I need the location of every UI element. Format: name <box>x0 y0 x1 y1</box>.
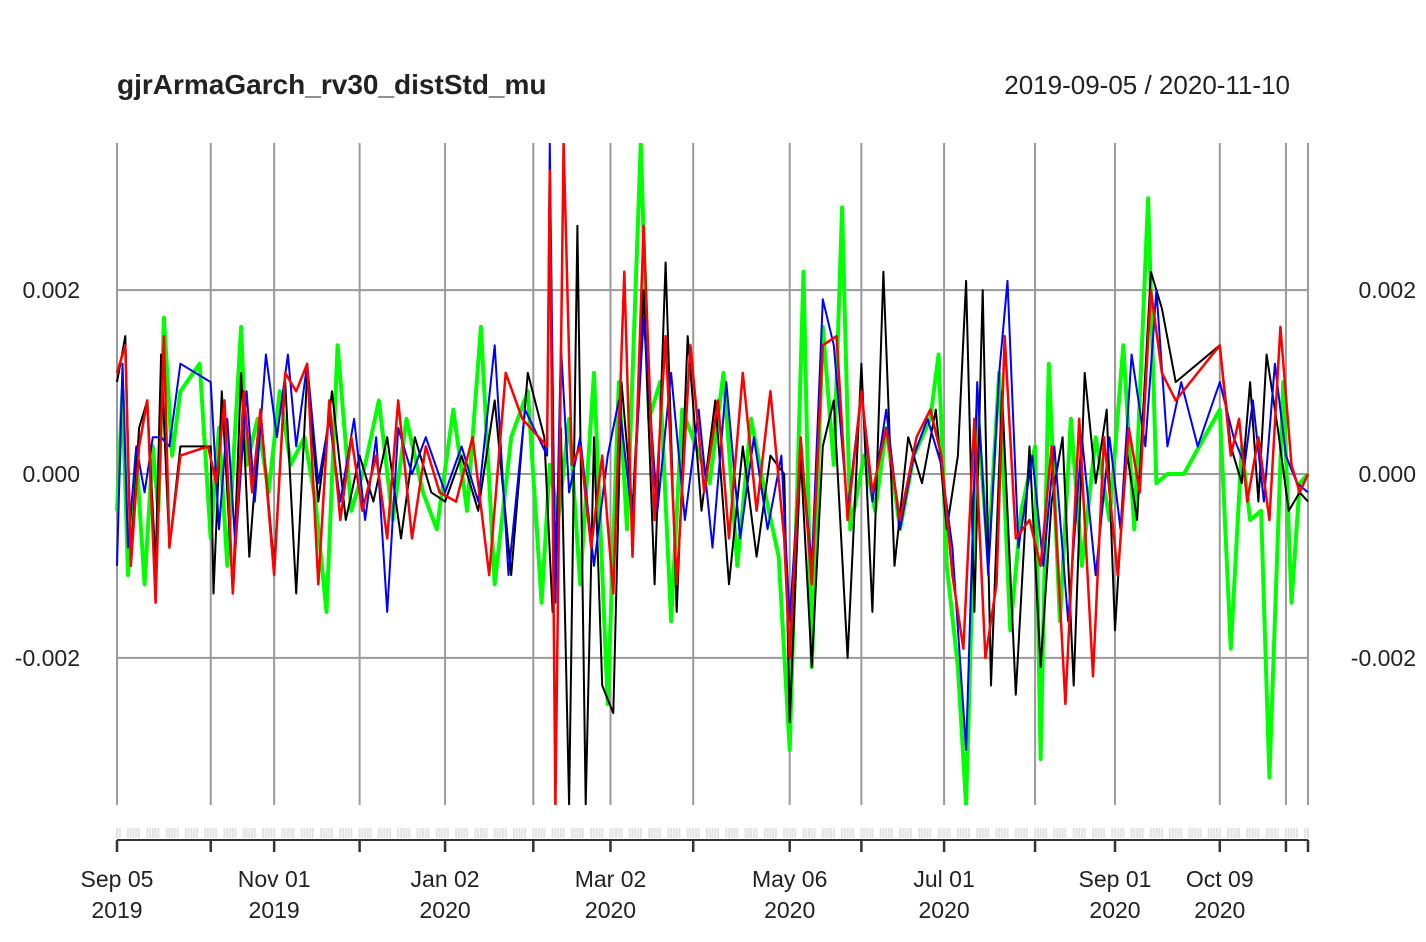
x-tick-label: Oct 09 <box>1186 866 1254 892</box>
x-tick-label-year: 2020 <box>1194 897 1245 923</box>
y-tick-label-left: -0.002 <box>15 645 80 671</box>
y-axis: -0.002 -0.002 0.000 0.000 0.002 0.002 <box>15 277 1416 671</box>
y-tick-label-right: 0.002 <box>1358 277 1416 303</box>
x-tick-label: Nov 01 <box>238 866 311 892</box>
x-tick-label: Sep 01 <box>1079 866 1152 892</box>
x-minor-ticks <box>116 828 1309 838</box>
x-tick-label-year: 2020 <box>1089 897 1140 923</box>
y-tick-label-right: 0.000 <box>1358 461 1416 487</box>
x-tick-label-year: 2020 <box>585 897 636 923</box>
series-line-3 <box>115 143 1310 805</box>
x-tick-label: Mar 02 <box>575 866 647 892</box>
x-tick-label-year: 2020 <box>918 897 969 923</box>
y-tick-label-right: -0.002 <box>1351 645 1416 671</box>
x-tick-label: Sep 05 <box>81 866 154 892</box>
x-axis: Sep 05 2019 Nov 01 2019 Jan 02 2020 Mar 02 2020… <box>81 828 1310 923</box>
chart-title: gjrArmaGarch_rv30_distStd_mu <box>117 69 547 100</box>
chart-date-range: 2019-09-05 / 2020-11-10 <box>1004 70 1290 100</box>
x-tick-label: May 06 <box>752 866 827 892</box>
series-line-2 <box>116 143 1309 751</box>
x-tick-label-year: 2020 <box>419 897 470 923</box>
x-tick-label-year: 2020 <box>764 897 815 923</box>
series-line-1 <box>116 224 1309 805</box>
y-tick-label-left: 0.000 <box>22 461 80 487</box>
series-lines <box>115 143 1310 805</box>
x-tick-label-year: 2019 <box>249 897 300 923</box>
x-tick-label-year: 2019 <box>91 897 142 923</box>
y-tick-label-left: 0.002 <box>22 277 80 303</box>
x-tick-label: Jan 02 <box>411 866 480 892</box>
x-tick-label: Jul 01 <box>913 866 974 892</box>
